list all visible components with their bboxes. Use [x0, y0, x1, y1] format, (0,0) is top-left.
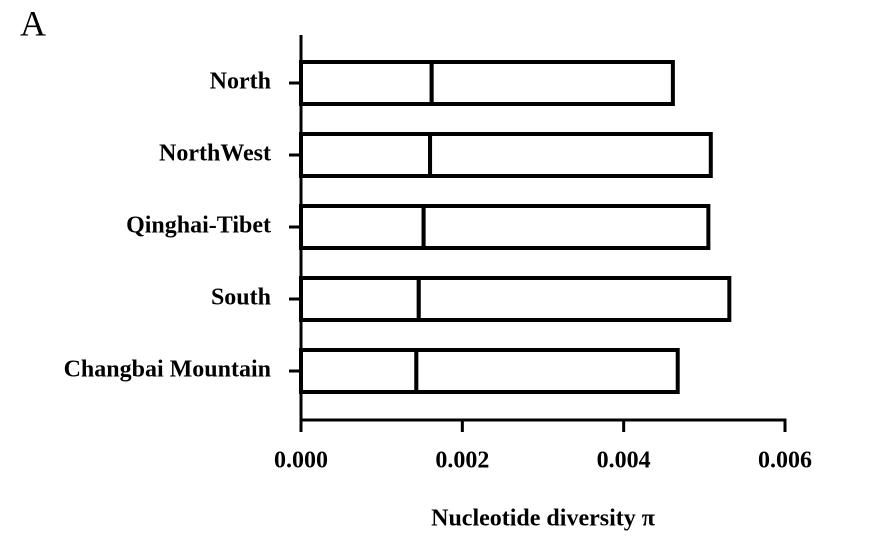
y-tick-label: NorthWest — [159, 141, 271, 167]
y-tick-label: Qinghai-Tibet — [126, 213, 271, 239]
y-tick-label: North — [210, 69, 271, 95]
bar-segment — [299, 132, 433, 178]
bar-segment — [416, 276, 732, 322]
x-tick-label: 0.002 — [435, 448, 489, 474]
y-tick-label: South — [211, 285, 271, 311]
bar-segment — [428, 132, 713, 178]
bar-segment — [299, 60, 434, 106]
x-tick-label: 0.004 — [597, 448, 651, 474]
bar-segment — [299, 204, 426, 250]
x-tick-label: 0.000 — [274, 448, 328, 474]
bar-segment — [421, 204, 711, 250]
panel-label: A — [20, 3, 46, 43]
x-axis-title: Nucleotide diversity π — [431, 506, 655, 532]
bar-segment — [299, 348, 419, 394]
x-tick-label: 0.006 — [758, 448, 812, 474]
bar-segment — [299, 276, 421, 322]
bar-segment — [414, 348, 680, 394]
bar-segment — [429, 60, 675, 106]
y-tick-label: Changbai Mountain — [64, 357, 271, 383]
